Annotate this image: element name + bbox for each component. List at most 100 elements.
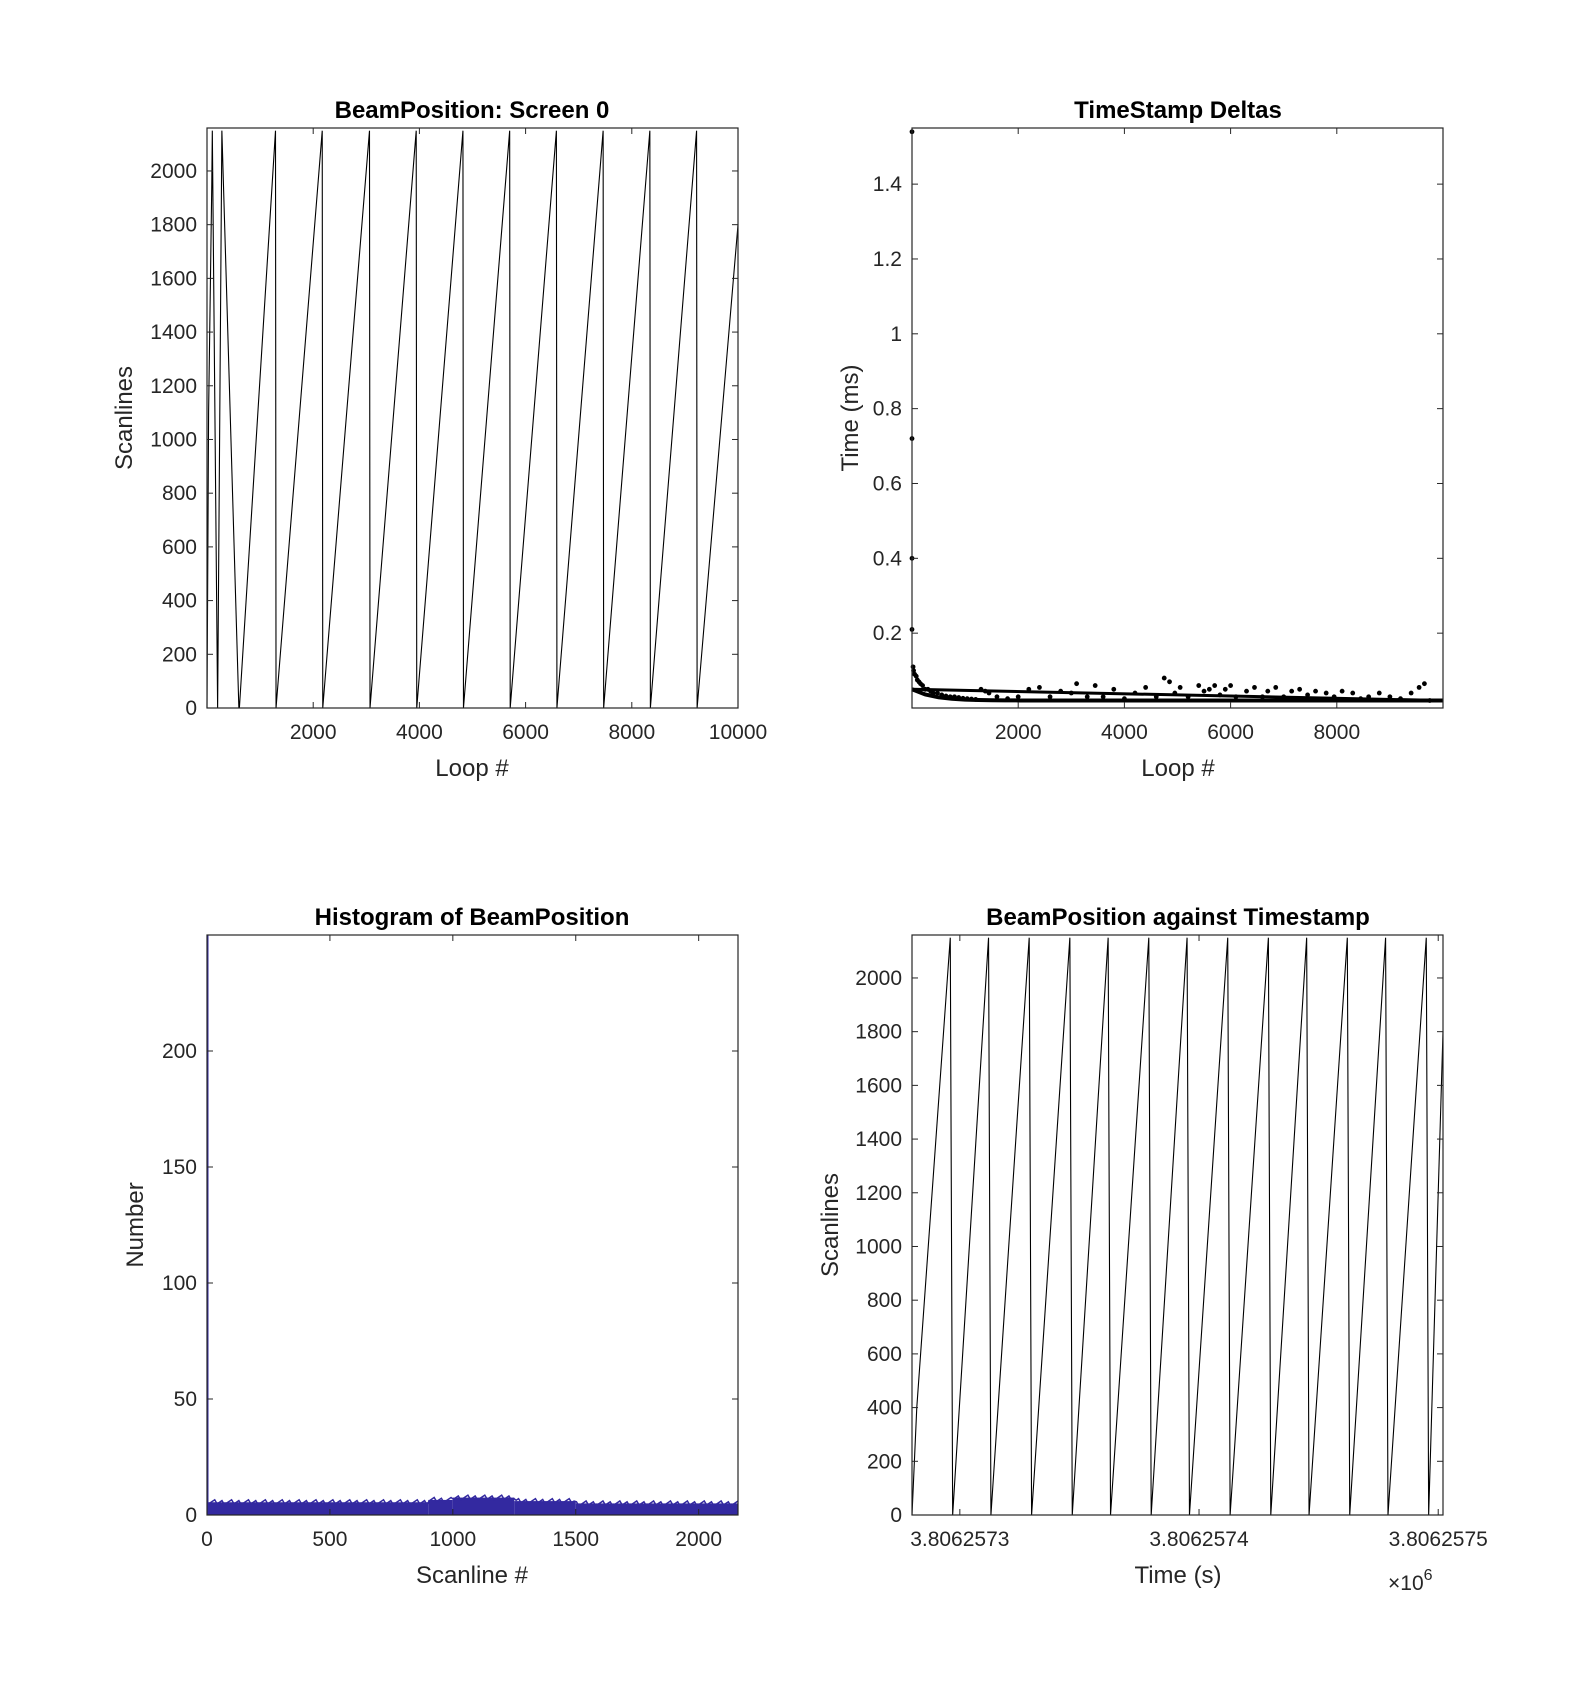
beamposition-screen0-ytick-label: 1600 <box>150 267 197 290</box>
beamposition-timestamp-frame <box>911 934 1444 1516</box>
timestamp-deltas-point <box>982 688 988 694</box>
histogram-beamposition-bar <box>207 1502 429 1515</box>
timestamp-deltas-point <box>1058 688 1064 694</box>
timestamp-deltas-point <box>1358 696 1364 702</box>
timestamp-deltas-point <box>1167 679 1172 685</box>
histogram-beamposition-xtick-label: 1000 <box>429 1528 476 1551</box>
timestamp-deltas-xticks: 2000 4000 6000 8000 <box>995 128 1360 744</box>
timestamp-deltas-point <box>1026 686 1032 692</box>
timestamp-deltas-ytick-label: 0.6 <box>873 472 902 495</box>
timestamp-deltas-point <box>1416 685 1422 690</box>
timestamp-deltas-point <box>1387 694 1393 700</box>
beamposition-screen0-ytick-label: 800 <box>162 482 197 505</box>
exponent-base: ×10 <box>1388 1572 1424 1595</box>
timestamp-deltas-point <box>939 692 945 698</box>
beamposition-screen0-xtick-label: 6000 <box>502 721 549 744</box>
timestamp-deltas-axes: 2000 4000 6000 8000 0.2 0.4 0.6 0.8 1 1.2 1.4 Tim… <box>837 97 1444 782</box>
histogram-beamposition-xtick-label: 2000 <box>675 1528 722 1551</box>
beamposition-timestamp-ytick-label: 2000 <box>855 967 902 990</box>
beamposition-screen0-ytick-label: 1800 <box>150 214 197 237</box>
timestamp-deltas-point <box>969 696 974 702</box>
timestamp-deltas-point <box>1132 690 1138 696</box>
timestamp-deltas-yticks: 0.2 0.4 0.6 0.8 1 1.2 1.4 <box>873 173 1443 645</box>
timestamp-deltas-point <box>1015 694 1021 700</box>
histogram-beamposition-ytick-label: 100 <box>162 1272 197 1295</box>
timestamp-deltas-point <box>1047 694 1053 700</box>
timestamp-deltas-point <box>1422 681 1427 687</box>
histogram-beamposition-bar <box>428 1499 453 1515</box>
timestamp-deltas-point <box>964 696 970 702</box>
beamposition-screen0-xtick-label: 10000 <box>709 721 767 744</box>
beamposition-screen0-ytick-label: 1400 <box>150 321 197 344</box>
timestamp-deltas-point <box>986 690 992 696</box>
timestamp-deltas-ytick-label: 0.8 <box>873 398 902 421</box>
beamposition-timestamp-ytick-label: 1000 <box>855 1235 902 1258</box>
timestamp-deltas-point <box>1339 688 1345 694</box>
beamposition-screen0-yticks: 0 200 400 600 800 1000 1200 1400 1600 1800 2000 <box>150 160 738 720</box>
timestamp-deltas-point <box>1331 694 1337 700</box>
timestamp-deltas-point <box>1398 696 1403 702</box>
timestamp-deltas-xlabel: Loop # <box>1141 755 1215 782</box>
beamposition-timestamp-title: BeamPosition against Timestamp <box>986 904 1370 931</box>
beamposition-screen0-frame <box>206 127 739 709</box>
beamposition-timestamp-ytick-label: 1200 <box>855 1182 902 1205</box>
beamposition-screen0-ytick-label: 400 <box>162 590 197 613</box>
beamposition-timestamp-ytick-label: 400 <box>867 1397 902 1420</box>
timestamp-deltas-point <box>1305 692 1310 698</box>
beamposition-timestamp-xticks: 3.8062573 3.8062574 3.8062575 <box>910 935 1488 1551</box>
histogram-beamposition-xtick-label: 0 <box>201 1528 213 1551</box>
timestamp-deltas-point <box>1185 694 1191 700</box>
beamposition-timestamp-xtick-label: 3.8062574 <box>1149 1528 1249 1551</box>
timestamp-deltas-point <box>1092 683 1098 688</box>
beamposition-screen0-ylabel: Scanlines <box>111 366 138 470</box>
timestamp-deltas-point <box>1252 685 1257 690</box>
histogram-beamposition-ytick-label: 0 <box>185 1504 197 1527</box>
timestamp-deltas-point <box>1323 690 1329 696</box>
timestamp-deltas-point <box>973 696 979 702</box>
histogram-beamposition-yticks: 0 50 100 150 200 <box>162 1040 738 1527</box>
timestamp-deltas-point <box>1289 688 1295 694</box>
histogram-beamposition-frame <box>206 934 739 1516</box>
timestamp-deltas-point <box>952 694 957 700</box>
timestamp-deltas-point <box>1233 694 1239 700</box>
timestamp-deltas-point <box>1122 696 1127 702</box>
timestamp-deltas-point <box>1366 694 1372 700</box>
timestamp-deltas-point <box>956 695 962 700</box>
timestamp-deltas-points-layer <box>909 129 1444 703</box>
timestamp-deltas-point <box>1244 688 1249 694</box>
timestamp-deltas-point <box>1074 681 1080 687</box>
timestamp-deltas-point <box>1005 696 1010 702</box>
timestamp-deltas-point <box>1111 686 1117 692</box>
beamposition-screen0-xtick-label: 2000 <box>290 721 337 744</box>
timestamp-deltas-point <box>1153 694 1159 700</box>
timestamp-deltas-point <box>1273 685 1279 690</box>
beamposition-timestamp-xtick-label: 3.8062573 <box>910 1528 1009 1551</box>
beamposition-timestamp-ytick-label: 1800 <box>855 1021 902 1044</box>
beamposition-timestamp-ytick-label: 1600 <box>855 1074 902 1097</box>
beamposition-screen0-ytick-label: 1200 <box>150 375 197 398</box>
timestamp-deltas-point <box>930 690 936 696</box>
beamposition-timestamp-ytick-label: 1400 <box>855 1128 902 1151</box>
histogram-beamposition-ylabel: Number <box>122 1182 149 1267</box>
beamposition-screen0-xlabel: Loop # <box>435 755 509 782</box>
beamposition-screen0-xtick-label: 4000 <box>396 721 443 744</box>
timestamp-deltas-ytick-label: 1 <box>890 323 902 346</box>
timestamp-deltas-xtick-label: 8000 <box>1313 721 1360 744</box>
timestamp-deltas-point <box>960 695 966 701</box>
timestamp-deltas-point <box>935 690 940 696</box>
timestamp-deltas-point <box>1172 690 1178 696</box>
beamposition-timestamp-xlabel: Time (s) <box>1134 1562 1221 1589</box>
histogram-beamposition-xtick-label: 500 <box>312 1528 347 1551</box>
histogram-beamposition-bar <box>452 1497 515 1515</box>
histogram-beamposition-ytick-label: 50 <box>174 1388 197 1411</box>
timestamp-deltas-ylabel: Time (ms) <box>837 364 864 471</box>
timestamp-deltas-point <box>1212 683 1218 688</box>
timestamp-deltas-xtick-label: 2000 <box>995 721 1042 744</box>
timestamp-deltas-point <box>1217 692 1223 698</box>
timestamp-deltas-title: TimeStamp Deltas <box>1074 97 1282 124</box>
timestamp-deltas-point <box>1281 694 1287 700</box>
histogram-beamposition-axes: 0 500 1000 1500 2000 0 50 100 150 200 Histogram … <box>122 904 739 1589</box>
timestamp-deltas-point <box>1100 694 1106 700</box>
timestamp-deltas-point <box>1265 688 1271 694</box>
